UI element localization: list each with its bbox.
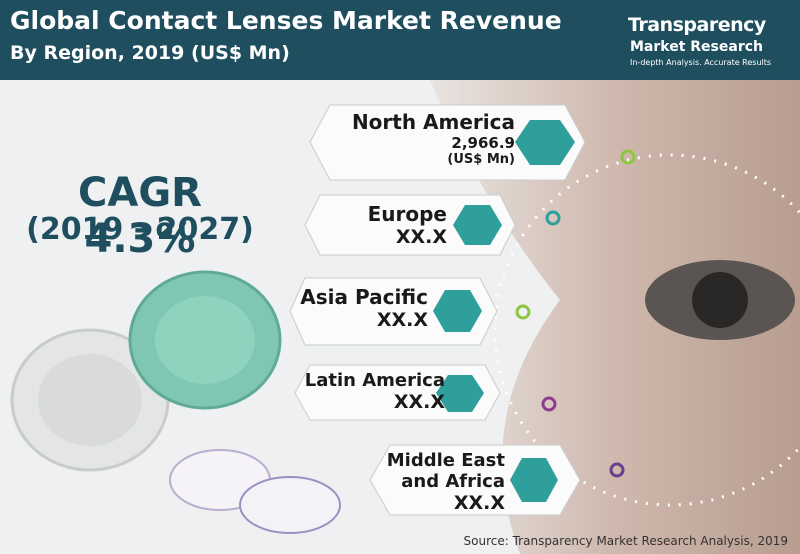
region-name: Asia Pacific <box>300 285 428 309</box>
region-value: XX.X <box>453 492 505 514</box>
region-value: XX.X <box>395 226 447 248</box>
logo-name: Transparency <box>628 14 766 36</box>
region-card: Europe XX.X <box>310 202 447 248</box>
region-unit: (US$ Mn) <box>447 152 515 167</box>
region-name: Europe <box>367 202 447 226</box>
cagr-period: (2019 - 2027) <box>26 212 254 247</box>
region-name: Latin America <box>304 370 445 391</box>
region-name: Middle East and Africa <box>386 450 505 492</box>
logo-line: Market Research <box>630 39 763 55</box>
cagr: CAGR 4.3% <box>78 170 202 262</box>
header: Global Contact Lenses Market Revenue By … <box>0 0 800 80</box>
region-card: Latin America XX.X <box>295 370 445 413</box>
region-card: Asia Pacific XX.X <box>290 285 428 331</box>
region-card: North America 2,966.9 (US$ Mn) <box>320 110 515 167</box>
subtitle: By Region, 2019 (US$ Mn) <box>10 42 290 64</box>
region-value: XX.X <box>393 391 445 413</box>
region-value: 2,966.9 <box>451 134 515 152</box>
region-name: North America <box>351 110 515 134</box>
source: Source: Transparency Market Research Ana… <box>463 534 788 548</box>
region-card: Middle East and Africa XX.X <box>375 450 505 514</box>
region-value: XX.X <box>376 309 428 331</box>
title: Global Contact Lenses Market Revenue <box>10 6 562 35</box>
logo-tagline: In-depth Analysis. Accurate Results <box>630 58 772 67</box>
